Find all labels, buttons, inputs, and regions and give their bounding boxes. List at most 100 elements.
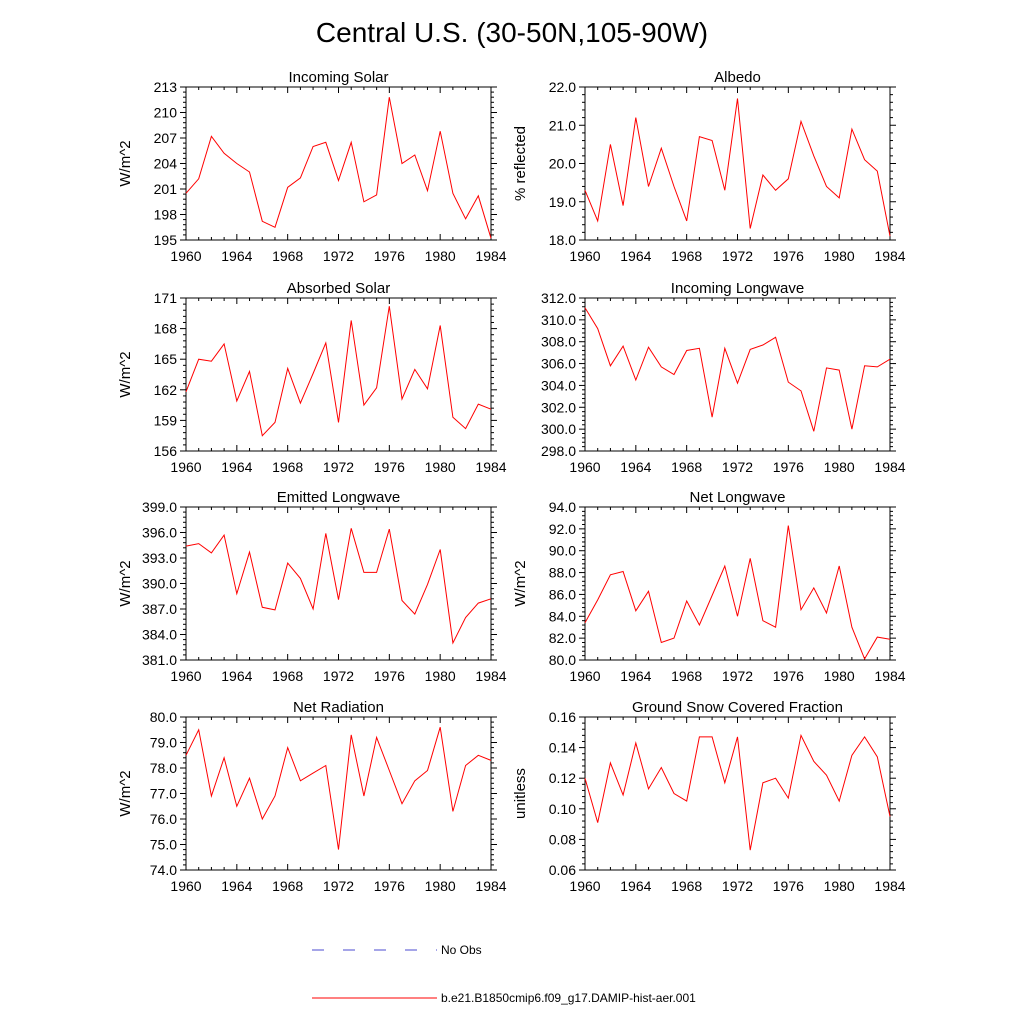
y-tick-label: 298.0	[541, 443, 576, 459]
y-tick-label: 80.0	[150, 709, 177, 725]
x-tick-label: 1976	[374, 459, 405, 475]
y-tick-label: 94.0	[549, 499, 576, 515]
y-tick-label: 213	[154, 79, 178, 95]
x-tick-label: 1972	[323, 878, 354, 894]
panel-title: Incoming Solar	[288, 69, 388, 86]
y-axis-label: W/m^2	[512, 560, 529, 606]
y-tick-label: 387.0	[142, 601, 177, 617]
plot-frame	[584, 297, 891, 452]
panel-1: Incoming Solar 1960 1964 1968 1972 1976 1980 19…	[117, 69, 507, 264]
panel-title: Ground Snow Covered Fraction	[632, 699, 843, 716]
y-tick-label: 165	[154, 351, 178, 367]
x-tick-label: 1972	[722, 459, 753, 475]
x-tick-label: 1960	[569, 459, 600, 475]
y-axis-label: W/m^2	[117, 770, 134, 816]
x-tick-label: 1964	[221, 878, 252, 894]
x-tick-label: 1980	[425, 668, 456, 684]
x-tick-label: 1972	[722, 878, 753, 894]
main-title: Central U.S. (30-50N,105-90W)	[316, 17, 708, 48]
y-tick-label: 300.0	[541, 421, 576, 437]
x-tick-label: 1964	[620, 459, 651, 475]
x-tick-label: 1964	[620, 668, 651, 684]
panel-title: Emitted Longwave	[277, 489, 400, 506]
x-tick-label: 1984	[475, 459, 506, 475]
x-tick-label: 1972	[722, 248, 753, 264]
x-tick-label: 1964	[620, 248, 651, 264]
x-tick-label: 1984	[874, 248, 905, 264]
x-tick-label: 1984	[874, 668, 905, 684]
x-tick-label: 1976	[374, 878, 405, 894]
y-tick-label: 198	[154, 207, 178, 223]
panel-title: Absorbed Solar	[287, 280, 390, 297]
legend: No Obs b.e21.B1850cmip6.f09_g17.DAMIP-his…	[312, 943, 696, 1005]
x-tick-label: 1960	[569, 668, 600, 684]
y-tick-label: 88.0	[549, 565, 576, 581]
x-tick-label: 1972	[323, 459, 354, 475]
panel-6: Net Longwave 1960 1964 1968 1972 1976 1980 1984…	[512, 489, 906, 684]
y-tick-label: 204	[154, 156, 178, 172]
panel-title: Incoming Longwave	[671, 280, 804, 297]
x-tick-label: 1980	[425, 459, 456, 475]
y-tick-label: 0.08	[549, 831, 576, 847]
x-tick-label: 1964	[221, 668, 252, 684]
y-tick-label: 75.0	[150, 837, 177, 853]
plot-frame	[584, 506, 891, 661]
y-tick-label: 390.0	[142, 576, 177, 592]
x-tick-label: 1980	[824, 878, 855, 894]
series-line-1	[185, 727, 492, 850]
y-tick-label: 399.0	[142, 499, 177, 515]
x-tick-label: 1968	[272, 668, 303, 684]
x-tick-label: 1968	[671, 459, 702, 475]
y-tick-label: 381.0	[142, 652, 177, 668]
x-tick-label: 1960	[170, 248, 201, 264]
y-tick-label: 210	[154, 105, 178, 121]
x-tick-label: 1976	[773, 459, 804, 475]
x-tick-label: 1980	[824, 459, 855, 475]
panels-container: Incoming Solar 1960 1964 1968 1972 1976 1980 19…	[117, 69, 906, 894]
x-tick-label: 1984	[874, 878, 905, 894]
y-tick-label: 308.0	[541, 334, 576, 350]
x-tick-label: 1980	[824, 668, 855, 684]
y-tick-label: 162	[154, 382, 178, 398]
x-tick-label: 1968	[671, 668, 702, 684]
x-tick-label: 1964	[620, 878, 651, 894]
x-tick-label: 1980	[425, 248, 456, 264]
y-tick-label: 79.0	[150, 735, 177, 751]
y-tick-label: 22.0	[549, 79, 576, 95]
y-tick-label: 86.0	[549, 586, 576, 602]
panel-8: Ground Snow Covered Fraction 1960 1964 1968…	[512, 699, 906, 894]
y-tick-label: 156	[154, 443, 178, 459]
legend-label-1: No Obs	[441, 943, 482, 957]
x-tick-label: 1976	[773, 668, 804, 684]
series-line-1	[584, 733, 891, 851]
y-axis-label: % reflected	[512, 126, 529, 201]
x-tick-label: 1972	[722, 668, 753, 684]
series-line-1	[584, 525, 891, 661]
y-tick-label: 84.0	[549, 608, 576, 624]
legend-label-2: b.e21.B1850cmip6.f09_g17.DAMIP-hist-aer.…	[441, 991, 696, 1005]
y-tick-label: 0.06	[549, 862, 576, 878]
y-tick-label: 207	[154, 130, 178, 146]
y-tick-label: 302.0	[541, 399, 576, 415]
series-line-1	[584, 98, 891, 237]
plot-frame	[185, 86, 492, 241]
y-tick-label: 0.16	[549, 709, 576, 725]
y-tick-label: 21.0	[549, 117, 576, 133]
x-tick-label: 1984	[475, 878, 506, 894]
y-tick-label: 82.0	[549, 630, 576, 646]
y-tick-label: 20.0	[549, 156, 576, 172]
x-tick-label: 1972	[323, 248, 354, 264]
y-tick-label: 159	[154, 412, 178, 428]
x-tick-label: 1964	[221, 248, 252, 264]
x-tick-label: 1968	[272, 459, 303, 475]
panel-2: Albedo 1960 1964 1968 1972 1976 1980 1984 18.0 19…	[512, 69, 906, 264]
y-tick-label: 306.0	[541, 356, 576, 372]
series-line-1	[185, 306, 492, 437]
y-tick-label: 76.0	[150, 811, 177, 827]
y-tick-label: 393.0	[142, 550, 177, 566]
y-tick-label: 0.12	[549, 770, 576, 786]
x-tick-label: 1960	[170, 459, 201, 475]
x-tick-label: 1976	[773, 248, 804, 264]
y-axis-label: unitless	[512, 768, 529, 819]
